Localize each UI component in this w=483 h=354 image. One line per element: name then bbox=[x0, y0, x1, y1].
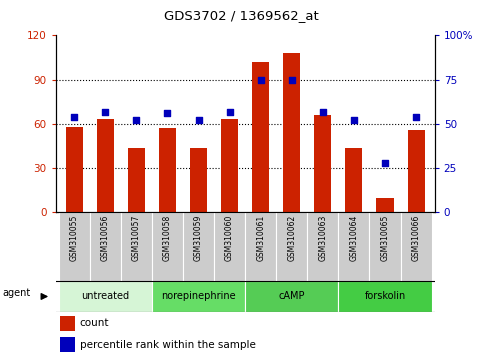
Bar bbox=[252, 62, 269, 212]
Point bbox=[195, 118, 202, 123]
Text: forskolin: forskolin bbox=[364, 291, 406, 302]
Bar bbox=[376, 198, 394, 212]
Bar bbox=[90, 212, 121, 281]
Point bbox=[71, 114, 78, 120]
Text: cAMP: cAMP bbox=[279, 291, 305, 302]
Bar bbox=[183, 212, 214, 281]
Text: GSM310064: GSM310064 bbox=[349, 215, 358, 261]
Text: count: count bbox=[80, 318, 109, 329]
Text: percentile rank within the sample: percentile rank within the sample bbox=[80, 339, 256, 350]
Bar bbox=[214, 212, 245, 281]
Text: norepinephrine: norepinephrine bbox=[161, 291, 236, 302]
Text: GSM310055: GSM310055 bbox=[70, 215, 79, 261]
Bar bbox=[400, 212, 432, 281]
Point bbox=[319, 109, 327, 114]
Point bbox=[381, 160, 389, 166]
Text: GSM310059: GSM310059 bbox=[194, 215, 203, 261]
Point bbox=[226, 109, 233, 114]
Text: GSM310063: GSM310063 bbox=[318, 215, 327, 261]
Bar bbox=[152, 212, 183, 281]
Point bbox=[132, 118, 140, 123]
Text: GSM310062: GSM310062 bbox=[287, 215, 296, 261]
Bar bbox=[283, 53, 300, 212]
Point bbox=[257, 77, 265, 82]
Bar bbox=[245, 281, 339, 312]
Bar bbox=[128, 148, 145, 212]
Text: GSM310061: GSM310061 bbox=[256, 215, 265, 261]
Point bbox=[288, 77, 296, 82]
Bar bbox=[369, 212, 400, 281]
Bar bbox=[97, 119, 114, 212]
Bar bbox=[58, 281, 152, 312]
Text: GSM310057: GSM310057 bbox=[132, 215, 141, 261]
Bar bbox=[60, 316, 75, 331]
Bar bbox=[314, 115, 331, 212]
Bar bbox=[408, 130, 425, 212]
Bar bbox=[60, 337, 75, 352]
Bar bbox=[66, 127, 83, 212]
Bar bbox=[159, 128, 176, 212]
Point bbox=[164, 110, 171, 116]
Text: GSM310066: GSM310066 bbox=[412, 215, 421, 261]
Text: GSM310056: GSM310056 bbox=[101, 215, 110, 261]
Bar bbox=[152, 281, 245, 312]
Text: GDS3702 / 1369562_at: GDS3702 / 1369562_at bbox=[164, 9, 319, 22]
Bar bbox=[307, 212, 339, 281]
Bar bbox=[190, 148, 207, 212]
Bar bbox=[58, 212, 90, 281]
Bar bbox=[339, 212, 369, 281]
Text: GSM310065: GSM310065 bbox=[381, 215, 389, 261]
Bar bbox=[245, 212, 276, 281]
Bar bbox=[121, 212, 152, 281]
Text: GSM310058: GSM310058 bbox=[163, 215, 172, 261]
Point bbox=[350, 118, 358, 123]
Bar bbox=[339, 281, 432, 312]
Bar bbox=[221, 119, 238, 212]
Point bbox=[412, 114, 420, 120]
Text: agent: agent bbox=[3, 289, 31, 298]
Bar bbox=[345, 148, 362, 212]
Text: untreated: untreated bbox=[81, 291, 129, 302]
Point bbox=[101, 109, 109, 114]
Text: GSM310060: GSM310060 bbox=[225, 215, 234, 261]
Bar bbox=[276, 212, 307, 281]
